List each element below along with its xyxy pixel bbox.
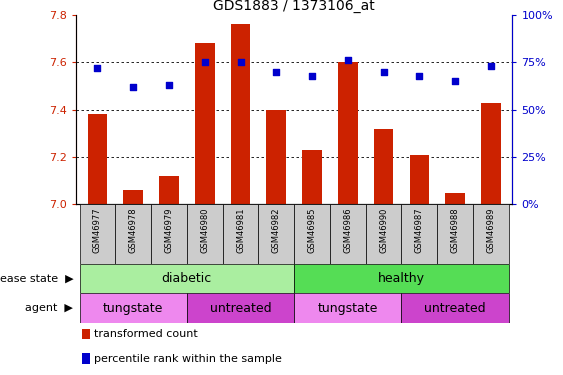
Bar [159,176,179,204]
Bar [473,204,509,264]
Bar [374,129,394,204]
Text: GSM46978: GSM46978 [129,207,138,253]
Bar [187,293,294,323]
Bar [338,62,358,204]
Text: GSM46981: GSM46981 [236,207,245,253]
Bar [294,264,509,293]
Bar [187,204,222,264]
Bar [294,204,330,264]
Bar [231,24,251,204]
Bar [445,192,465,204]
Text: disease state  ▶: disease state ▶ [0,274,73,284]
Text: GSM46990: GSM46990 [379,207,388,253]
Text: tungstate: tungstate [318,302,378,315]
Bar [302,150,322,204]
Bar [294,293,401,323]
Text: healthy: healthy [378,272,425,285]
Bar [123,190,143,204]
Text: GSM46989: GSM46989 [486,207,495,253]
Text: tungstate: tungstate [103,302,163,315]
Bar [79,204,115,264]
Text: GSM46977: GSM46977 [93,207,102,253]
Bar [222,204,258,264]
Point [343,57,352,63]
Bar [88,114,108,204]
Text: GSM46982: GSM46982 [272,207,281,253]
Point [379,69,388,75]
Text: GSM46985: GSM46985 [307,207,316,253]
Text: transformed count: transformed count [94,329,198,339]
Text: GSM46979: GSM46979 [164,207,173,253]
Point [486,63,495,69]
Bar [366,204,401,264]
Point [450,78,459,84]
Point [129,84,138,90]
Text: percentile rank within the sample: percentile rank within the sample [94,354,282,363]
Text: untreated: untreated [209,302,271,315]
Text: GSM46986: GSM46986 [343,207,352,253]
Text: GSM46988: GSM46988 [450,207,459,253]
Text: agent  ▶: agent ▶ [25,303,73,313]
Bar [481,103,501,204]
Bar [437,204,473,264]
Point [415,73,424,79]
Point [236,59,245,65]
Bar [258,204,294,264]
Bar [401,293,509,323]
Text: untreated: untreated [425,302,486,315]
Bar [79,264,294,293]
Bar [195,44,215,204]
Bar [151,204,187,264]
Bar [401,204,437,264]
Text: GSM46980: GSM46980 [200,207,209,253]
Bar [409,154,429,204]
Bar [115,204,151,264]
Point [164,82,173,88]
Title: GDS1883 / 1373106_at: GDS1883 / 1373106_at [213,0,375,13]
Point [307,73,316,79]
Text: diabetic: diabetic [162,272,212,285]
Text: GSM46987: GSM46987 [415,207,424,253]
Point [93,65,102,71]
Bar [330,204,366,264]
Bar [79,293,187,323]
Point [272,69,281,75]
Bar [266,110,286,204]
Point [200,59,209,65]
